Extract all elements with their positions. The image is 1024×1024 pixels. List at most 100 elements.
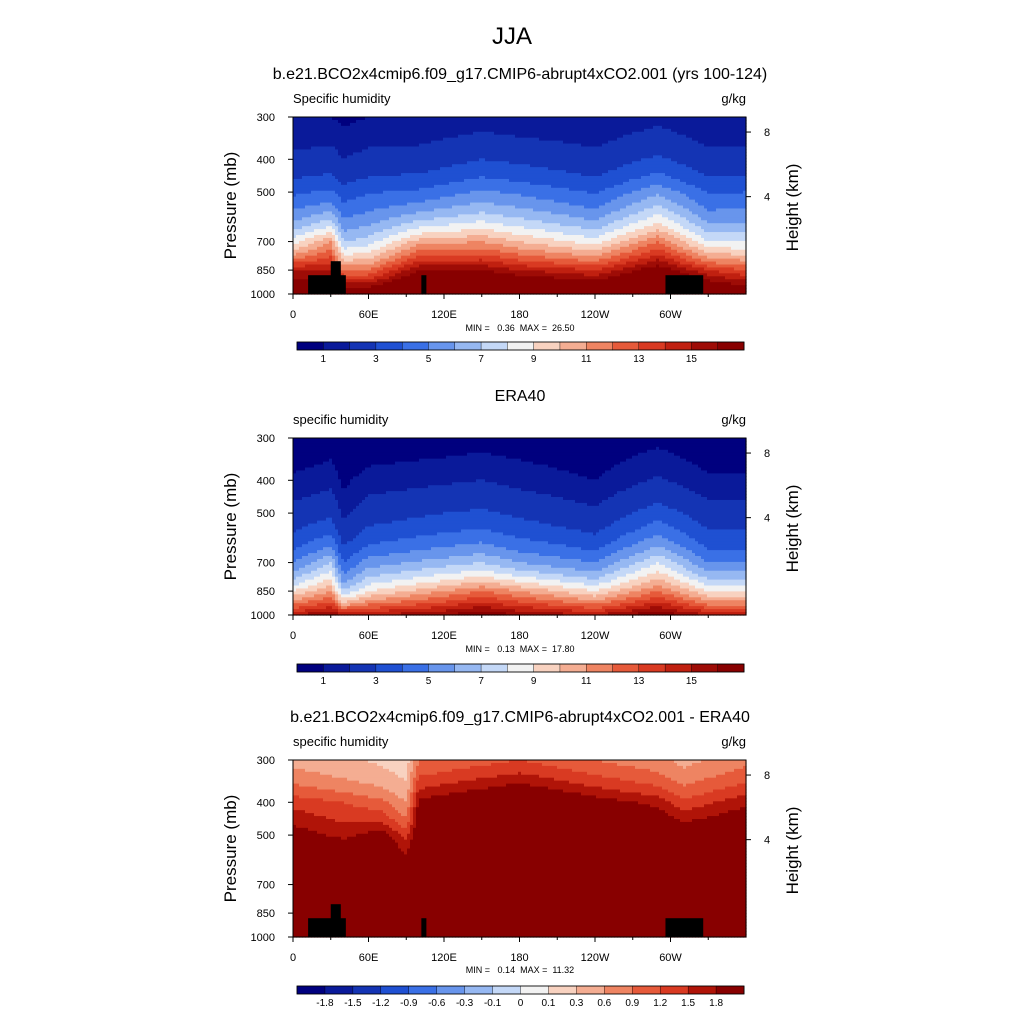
- field-cell: [365, 211, 369, 215]
- field-cell: [314, 208, 318, 212]
- field-cell: [323, 167, 327, 171]
- field-cell: [407, 196, 411, 201]
- field-cell: [320, 211, 324, 215]
- field-cell: [422, 232, 426, 236]
- field-cell: [413, 264, 417, 269]
- field-cell: [326, 146, 330, 151]
- field-cell: [344, 152, 348, 156]
- field-cell: [374, 252, 378, 257]
- field-cell: [314, 243, 318, 248]
- field-cell: [392, 158, 396, 162]
- field-cell: [347, 229, 351, 233]
- field-cell: [359, 276, 363, 280]
- field-cell: [317, 208, 321, 212]
- field-cell: [371, 152, 375, 156]
- field-cell: [422, 229, 426, 233]
- field-cell: [338, 173, 342, 177]
- field-cell: [296, 128, 300, 133]
- field-cell: [353, 220, 357, 224]
- field-cell: [392, 237, 396, 242]
- field-cell: [308, 267, 312, 271]
- field-cell: [308, 270, 312, 274]
- field-cell: [398, 164, 402, 168]
- field-cell: [416, 143, 420, 148]
- field-cell: [293, 196, 297, 201]
- field-cell: [332, 252, 336, 257]
- field-cell: [419, 202, 423, 207]
- field-cell: [425, 140, 429, 145]
- field-cell: [422, 267, 426, 271]
- field-cell: [368, 264, 372, 269]
- field-cell: [422, 140, 426, 145]
- field-cell: [398, 220, 402, 224]
- field-cell: [419, 217, 423, 221]
- field-cell: [359, 261, 363, 266]
- field-cell: [317, 258, 321, 263]
- field-cell: [365, 199, 369, 204]
- field-cell: [353, 282, 357, 286]
- field-cell: [362, 170, 366, 174]
- field-cell: [377, 243, 381, 248]
- field-cell: [317, 229, 321, 233]
- field-cell: [323, 258, 327, 263]
- field-cell: [398, 184, 402, 189]
- field-cell: [359, 167, 363, 171]
- field-cell: [428, 237, 432, 242]
- field-cell: [413, 176, 417, 180]
- field-cell: [383, 158, 387, 162]
- field-cell: [410, 288, 414, 292]
- field-cell: [419, 137, 423, 142]
- field-cell: [368, 237, 372, 242]
- field-cell: [317, 190, 321, 195]
- field-cell: [431, 140, 435, 145]
- field-cell: [350, 255, 354, 260]
- field-cell: [341, 146, 345, 151]
- field-cell: [371, 237, 375, 242]
- field-cell: [335, 152, 339, 156]
- field-cell: [323, 140, 327, 145]
- field-cell: [293, 205, 297, 210]
- field-cell: [302, 119, 306, 124]
- field-cell: [308, 134, 312, 139]
- field-cell: [335, 243, 339, 248]
- field-cell: [428, 264, 432, 269]
- field-cell: [407, 173, 411, 177]
- field-cell: [302, 193, 306, 198]
- field-cell: [425, 243, 429, 248]
- field-cell: [341, 273, 345, 277]
- field-cell: [389, 146, 393, 151]
- field-cell: [302, 146, 306, 151]
- field-cell: [308, 164, 312, 168]
- field-cell: [347, 167, 351, 171]
- field-cell: [410, 208, 414, 212]
- field-cell: [389, 276, 393, 280]
- field-cell: [413, 143, 417, 148]
- field-cell: [398, 261, 402, 266]
- field-cell: [389, 131, 393, 136]
- field-cell: [293, 170, 297, 174]
- field-cell: [308, 255, 312, 260]
- field-cell: [296, 249, 300, 254]
- field-cell: [308, 158, 312, 162]
- field-cell: [314, 193, 318, 198]
- field-cell: [377, 246, 381, 251]
- field-cell: [341, 220, 345, 224]
- field-cell: [305, 291, 309, 295]
- field-cell: [317, 267, 321, 271]
- field-cell: [344, 220, 348, 224]
- field-cell: [377, 270, 381, 274]
- field-cell: [329, 226, 333, 230]
- field-cell: [380, 128, 384, 133]
- field-cell: [380, 217, 384, 221]
- field-cell: [371, 167, 375, 171]
- field-cell: [335, 134, 339, 139]
- field-cell: [314, 184, 318, 189]
- field-cell: [368, 193, 372, 198]
- field-cell: [395, 119, 399, 124]
- field-cell: [308, 214, 312, 218]
- field-cell: [392, 279, 396, 283]
- field-cell: [311, 270, 315, 274]
- field-cell: [323, 134, 327, 139]
- field-cell: [359, 282, 363, 286]
- field-cell: [386, 134, 390, 139]
